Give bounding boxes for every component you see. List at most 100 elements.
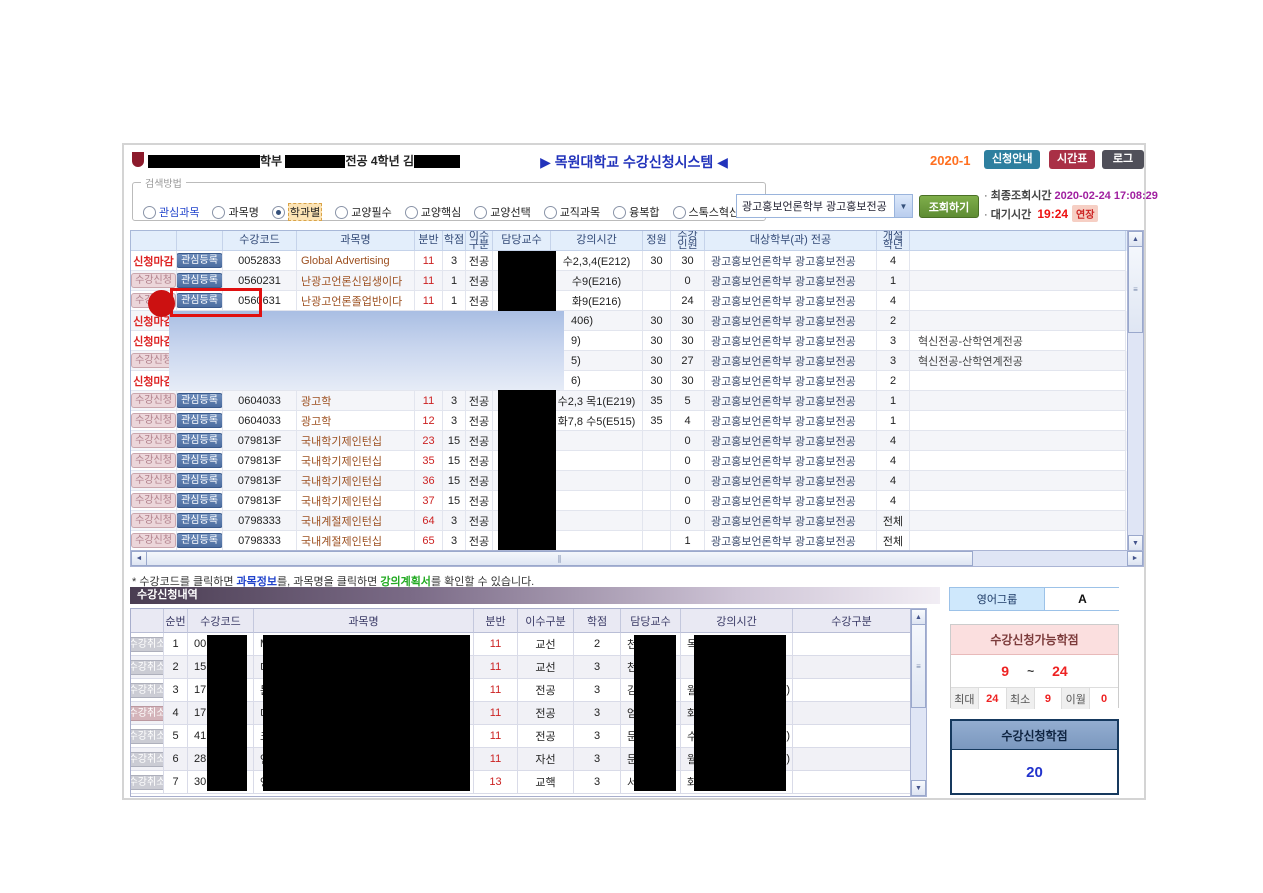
search-option-학과별[interactable]: 학과별 (271, 203, 323, 221)
wishlist-button[interactable]: 관심등록 (177, 493, 222, 508)
course-name-link[interactable]: 국내학기제인턴십 (297, 431, 415, 451)
apply-button[interactable]: 수강신청 (131, 453, 176, 468)
course-name-link[interactable]: 국내학기제인턴십 (297, 491, 415, 511)
course-code-link[interactable]: 079813F (223, 471, 297, 491)
scroll-up-icon[interactable]: ▲ (911, 609, 926, 625)
apply-button[interactable]: 수강신청 (131, 273, 176, 288)
search-option-관심과목[interactable]: 관심과목 (143, 204, 199, 220)
apply-button[interactable]: 수강신청 (131, 353, 176, 368)
apply-button[interactable]: 수강신청 (131, 433, 176, 448)
wishlist-button[interactable]: 관심등록 (177, 253, 222, 268)
apply-button[interactable]: 수강신청 (131, 513, 176, 528)
wishlist-button[interactable]: 관심등록 (177, 453, 222, 468)
time-cell: 406) (551, 311, 643, 331)
course-code-link[interactable]: 0604033 (223, 391, 297, 411)
status-cell: 수강신청 (131, 271, 177, 291)
wishlist-button[interactable]: 관심등록 (177, 393, 222, 408)
radio-icon[interactable] (404, 205, 418, 219)
wishlist-button[interactable]: 관심등록 (177, 533, 222, 548)
department-select[interactable]: 광고홍보언론학부 광고홍보전공 ▼ (736, 194, 913, 218)
course-code-link[interactable]: 0052833 (223, 251, 297, 271)
radio-icon[interactable] (212, 205, 226, 219)
course-name-link[interactable]: 난광고언론졸업반이다 (297, 291, 415, 311)
wishlist-button[interactable]: 관심등록 (177, 473, 222, 488)
radio-icon[interactable] (474, 205, 488, 219)
course-table-vscrollbar[interactable]: ▲ ≡ ▼ (1127, 230, 1144, 552)
column-header (910, 231, 1126, 251)
course-code-link[interactable]: 079813F (223, 431, 297, 451)
search-option-교양핵심[interactable]: 교양핵심 (404, 204, 461, 220)
cancel-button[interactable]: 수강취소 (131, 728, 163, 744)
radio-icon[interactable] (613, 205, 627, 219)
wishlist-button[interactable]: 관심등록 (177, 293, 222, 308)
course-name-link[interactable]: Global Advertising (297, 251, 415, 271)
apply-guide-button[interactable]: 신청안내 (984, 150, 1041, 169)
course-code-link[interactable]: 0604033 (223, 411, 297, 431)
hscroll-thumb[interactable]: ∥ (146, 551, 973, 566)
cancel-button[interactable]: 수강취소 (131, 774, 163, 790)
apply-button[interactable]: 수강신청 (131, 393, 176, 408)
extend-badge[interactable]: 연장 (1072, 205, 1099, 222)
course-code-link[interactable]: 0798333 (223, 531, 297, 551)
search-option-교양필수[interactable]: 교양필수 (335, 204, 392, 220)
radio-icon[interactable] (672, 205, 686, 219)
radio-icon[interactable] (271, 205, 285, 219)
cancel-button[interactable]: 수강취소 (131, 636, 163, 652)
cancel-button[interactable]: 수강취소 (131, 659, 163, 675)
enrolled-cell: 1 (671, 531, 705, 551)
course-name-link[interactable]: 국내학기제인턴십 (297, 471, 415, 491)
chevron-down-icon[interactable]: ▼ (894, 195, 912, 217)
note-text-1: * 수강코드를 클릭하면 (132, 576, 237, 588)
cancel-button[interactable]: 수강취소 (131, 682, 163, 698)
cancel-button[interactable]: 수강취소 (131, 751, 163, 767)
search-option-교직과목[interactable]: 교직과목 (543, 204, 600, 220)
wishlist-button[interactable]: 관심등록 (177, 513, 222, 528)
timetable-button[interactable]: 시간표 (1049, 150, 1096, 169)
apply-button[interactable]: 수강신청 (131, 493, 176, 508)
scroll-up-icon[interactable]: ▲ (1128, 231, 1143, 247)
course-name-link[interactable]: 국내계절제인턴십 (297, 511, 415, 531)
search-option-교양선택[interactable]: 교양선택 (474, 204, 531, 220)
course-name-link[interactable]: 국내계절제인턴십 (297, 531, 415, 551)
enrollment-table-vscrollbar[interactable]: ▲ ≡ ▼ (910, 608, 927, 797)
course-table-hscrollbar[interactable]: ◄ ∥ ► (130, 550, 1144, 567)
scroll-down-icon[interactable]: ▼ (1128, 535, 1143, 551)
capacity-cell: 30 (643, 311, 671, 331)
query-button[interactable]: 조회하기 (919, 195, 979, 218)
vscroll-thumb[interactable]: ≡ (1128, 246, 1143, 333)
column-header: 정원 (643, 231, 671, 251)
apply-button[interactable]: 수강신청 (131, 473, 176, 488)
course-code-link[interactable]: 0798333 (223, 511, 297, 531)
wishlist-button[interactable]: 관심등록 (177, 433, 222, 448)
course-name-link[interactable]: 광고학 (297, 391, 415, 411)
cancel-button[interactable]: 수강취소 (131, 705, 163, 721)
apply-button[interactable]: 수강신청 (131, 533, 176, 548)
section-cell: 11 (415, 271, 443, 291)
course-code-link[interactable]: 079813F (223, 451, 297, 471)
course-name-link[interactable]: 광고학 (297, 411, 415, 431)
radio-icon[interactable] (335, 205, 349, 219)
apply-button[interactable]: 수강신청 (131, 413, 176, 428)
row-number-cell: 5 (164, 725, 188, 748)
wishlist-button[interactable]: 관심등록 (177, 273, 222, 288)
scroll-right-icon[interactable]: ► (1127, 551, 1143, 566)
scroll-left-icon[interactable]: ◄ (131, 551, 147, 566)
course-name-link[interactable]: 난광고언론신입생이다 (297, 271, 415, 291)
extra-major-cell (910, 471, 1126, 491)
search-option-과목명[interactable]: 과목명 (212, 204, 259, 220)
type-cell: 전공 (466, 491, 493, 511)
course-code-cell: 30 (188, 771, 254, 794)
capacity-cell: 30 (643, 351, 671, 371)
wishlist-button[interactable]: 관심등록 (177, 413, 222, 428)
logout-button[interactable]: 로그아웃 (1102, 150, 1144, 184)
course-code-link[interactable]: 079813F (223, 491, 297, 511)
radio-icon[interactable] (543, 205, 557, 219)
vscroll-thumb[interactable]: ≡ (911, 624, 926, 708)
search-option-융복합[interactable]: 융복합 (613, 204, 660, 220)
last-query-label: 최종조회시간 (990, 190, 1052, 202)
target-major-cell: 광고홍보언론학부 광고홍보전공 (705, 351, 877, 371)
course-name-link[interactable]: 국내학기제인턴십 (297, 451, 415, 471)
note-text-2: 를, 과목명을 클릭하면 (277, 576, 381, 588)
radio-icon[interactable] (143, 205, 156, 219)
scroll-down-icon[interactable]: ▼ (911, 780, 926, 796)
